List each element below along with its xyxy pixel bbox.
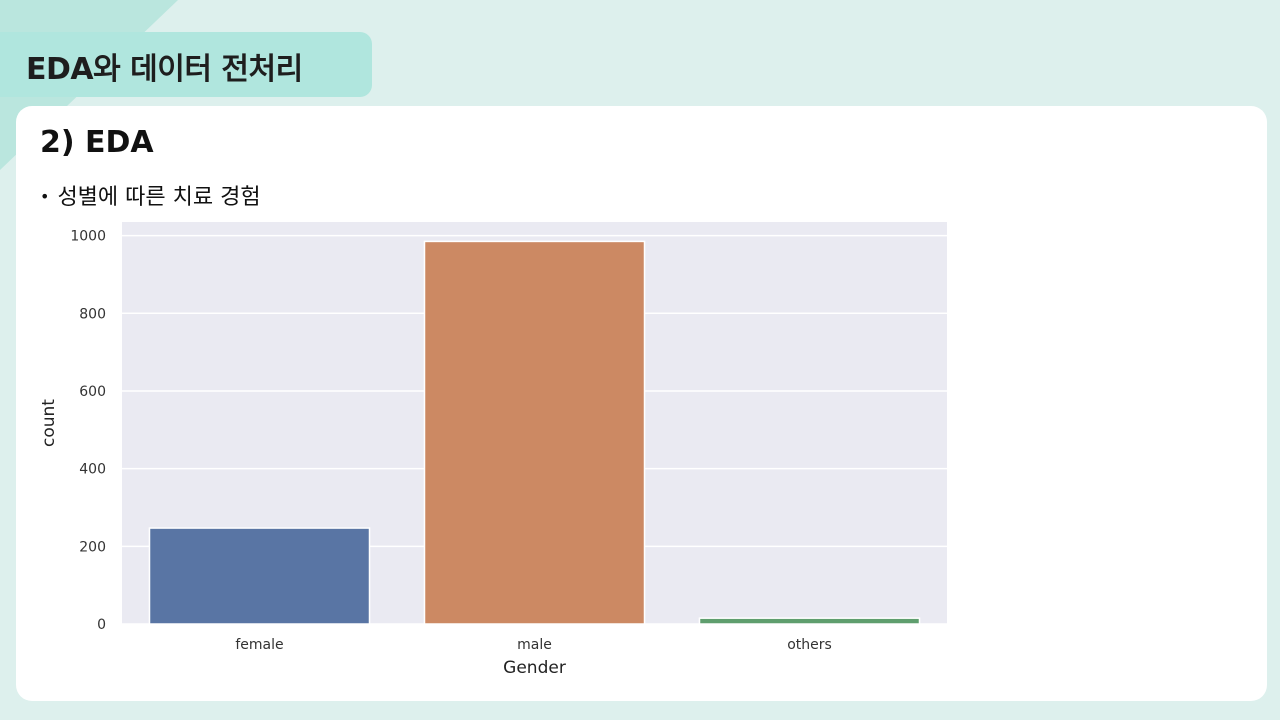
y-axis-label: count <box>39 399 59 447</box>
x-tick-label: male <box>517 637 552 653</box>
bar-female <box>148 527 371 625</box>
x-axis-label: Gender <box>503 658 566 678</box>
bar-male <box>423 240 646 625</box>
x-tick-label: others <box>787 637 832 653</box>
bullet-item: • 성별에 따른 치료 경험 <box>40 179 261 211</box>
y-tick-label: 600 <box>79 384 106 400</box>
x-tick-label: female <box>235 637 283 653</box>
title-tab <box>0 32 372 97</box>
y-tick-label: 0 <box>97 617 106 633</box>
page-title: EDA와 데이터 전처리 <box>26 52 303 87</box>
bullet-text: 성별에 따른 치료 경험 <box>57 185 261 210</box>
y-tick-label: 400 <box>79 462 106 478</box>
bullet-dot: • <box>40 187 50 206</box>
section-title: 2) EDA <box>40 125 154 160</box>
y-tick-label: 1000 <box>70 229 106 245</box>
y-tick-label: 800 <box>79 306 106 322</box>
y-tick-label: 200 <box>79 539 106 555</box>
bar-others <box>698 617 921 625</box>
